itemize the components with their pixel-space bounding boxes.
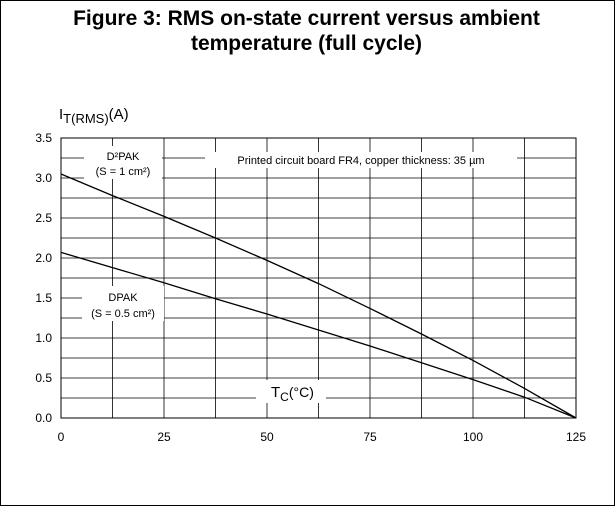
dpak-label-line1: DPAK bbox=[108, 292, 138, 304]
dpak-label-bg bbox=[82, 286, 164, 321]
x-tick-label: 25 bbox=[157, 430, 171, 444]
annotation-text: Printed circuit board FR4, copper thickn… bbox=[237, 155, 484, 167]
chart-title-line1: Figure 3: RMS on-state current versus am… bbox=[73, 7, 540, 30]
x-tick-label: 75 bbox=[363, 430, 377, 444]
y-axis-label-unit: (A) bbox=[109, 106, 129, 123]
y-axis-label-sub: T(RMS) bbox=[63, 111, 109, 126]
series-line-dpak bbox=[60, 251, 577, 419]
x-tick-label: 125 bbox=[566, 430, 586, 444]
series-line-d2pak bbox=[60, 173, 577, 419]
x-axis-label-bg bbox=[256, 380, 326, 403]
x-axis-label-unit: (°C) bbox=[289, 384, 314, 400]
x-tick-labels: 0 25 50 75 100 125 bbox=[58, 430, 587, 444]
y-tick-label: 0.0 bbox=[35, 411, 52, 425]
x-tick-label: 0 bbox=[58, 430, 65, 444]
y-axis-label: IT(RMS)(A) bbox=[59, 106, 129, 126]
y-tick-label: 3.5 bbox=[35, 131, 52, 145]
chart-title: Figure 3: RMS on-state current versus am… bbox=[0, 6, 613, 56]
x-axis-label-sub: C bbox=[280, 390, 289, 404]
y-tick-label: 1.5 bbox=[35, 291, 52, 305]
x-axis-label: TC(°C) bbox=[271, 384, 314, 404]
x-tick-label: 50 bbox=[260, 430, 274, 444]
y-tick-label: 2.5 bbox=[35, 211, 52, 225]
x-tick-label: 100 bbox=[463, 430, 483, 444]
y-tick-label: 1.0 bbox=[35, 331, 52, 345]
annotation-bg bbox=[205, 152, 517, 168]
y-axis-label-main: I bbox=[59, 106, 63, 123]
y-tick-label: 0.5 bbox=[35, 371, 52, 385]
y-tick-label: 2.0 bbox=[35, 251, 52, 265]
d2pak-label-bg bbox=[84, 146, 162, 179]
y-tick-labels: 0.0 0.5 1.0 1.5 2.0 2.5 3.0 3.5 bbox=[35, 131, 52, 425]
series-group bbox=[60, 173, 577, 419]
x-axis-label-main: T bbox=[271, 384, 280, 401]
y-tick-label: 3.0 bbox=[35, 171, 52, 185]
dpak-label-line2: (S = 0.5 cm²) bbox=[91, 308, 155, 320]
d2pak-label-line1: D²PAK bbox=[107, 151, 140, 163]
grid bbox=[60, 137, 577, 419]
chart-title-line2: temperature (full cycle) bbox=[190, 32, 423, 55]
d2pak-label-line2: (S = 1 cm²) bbox=[96, 166, 151, 178]
plot-area bbox=[60, 137, 577, 419]
